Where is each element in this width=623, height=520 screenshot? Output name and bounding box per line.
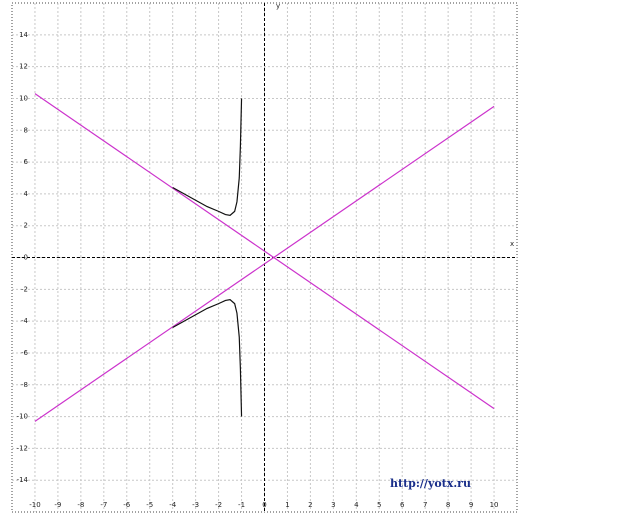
curve <box>172 299 243 417</box>
y-tick-label: -8 <box>21 381 28 389</box>
x-tick-label: 2 <box>308 501 312 509</box>
watermark: http://yotx.ru <box>390 477 471 490</box>
y-tick-label: 4 <box>24 190 29 198</box>
x-tick-label: 6 <box>400 501 405 509</box>
axes <box>12 3 517 512</box>
y-tick-label: -6 <box>21 349 29 357</box>
y-tick-label: 10 <box>19 94 28 102</box>
x-tick-label: 10 <box>490 501 499 509</box>
y-tick-label: 8 <box>24 126 28 134</box>
x-tick-label: -3 <box>192 501 199 509</box>
x-tick-label: -5 <box>146 501 153 509</box>
x-tick-label: 7 <box>423 501 427 509</box>
x-tick-label: -10 <box>29 501 40 509</box>
x-tick-label: 1 <box>285 501 289 509</box>
labels: -10 -9 -8 -7 -6 -5 -4 -3 -2 -1 0 1 2 3 4 5 6 7 8 9 10-14-12-… <box>17 31 499 509</box>
x-tick-label: 9 <box>469 501 473 509</box>
x-tick-label: 0 <box>262 501 266 509</box>
y-tick-label: -12 <box>17 444 28 452</box>
y-tick-label: 2 <box>24 222 28 230</box>
lines <box>34 93 495 422</box>
x-tick-label: 3 <box>331 501 335 509</box>
y-tick-label: -14 <box>17 476 29 484</box>
y-tick-label: 12 <box>19 63 28 71</box>
y-tick-label: 6 <box>24 158 29 166</box>
x-tick-label: -4 <box>169 501 177 509</box>
y-tick-label: -2 <box>21 285 28 293</box>
x-tick-label: 5 <box>377 501 381 509</box>
y-axis-label: y <box>276 2 280 10</box>
curve <box>34 93 495 410</box>
x-tick-label: -8 <box>77 501 84 509</box>
x-axis-label: x <box>510 240 514 248</box>
x-tick-label: 4 <box>354 501 359 509</box>
curve <box>34 105 495 422</box>
y-tick-label: 14 <box>19 31 28 39</box>
x-tick-label: -6 <box>123 501 131 509</box>
y-tick-label: -10 <box>17 413 28 421</box>
x-tick-label: -9 <box>54 501 61 509</box>
x-tick-label: -7 <box>100 501 107 509</box>
x-tick-label: 8 <box>446 501 450 509</box>
y-tick-label: -4 <box>21 317 29 325</box>
x-tick-label: -2 <box>215 501 222 509</box>
curve <box>172 98 243 216</box>
x-tick-label: -1 <box>238 501 245 509</box>
y-tick-label: 0 <box>24 254 28 262</box>
